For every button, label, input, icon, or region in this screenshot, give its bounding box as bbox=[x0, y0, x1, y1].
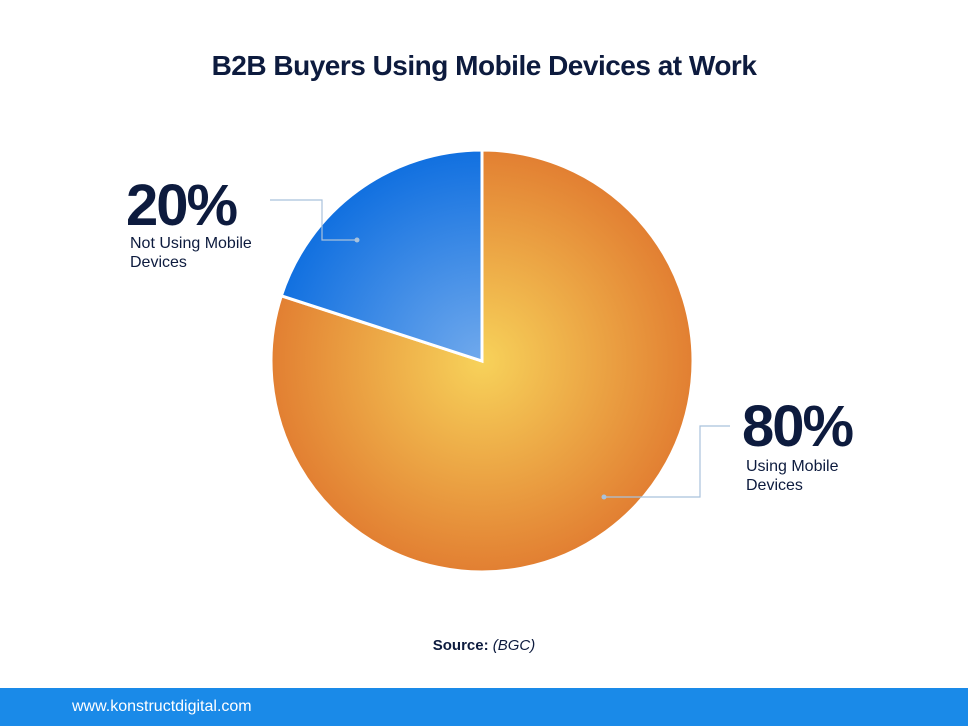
source: Source: (BGC) bbox=[0, 637, 968, 654]
leader-dot bbox=[354, 237, 360, 243]
category-label: Not Using Mobile Devices bbox=[130, 235, 252, 271]
leader-line bbox=[604, 425, 730, 498]
chart-title: B2B Buyers Using Mobile Devices at Work bbox=[211, 50, 757, 81]
value-label: 20% bbox=[126, 173, 238, 238]
source-label: Source: bbox=[432, 637, 489, 654]
source-text: (BGC) bbox=[492, 637, 536, 654]
leader-dot bbox=[601, 494, 607, 500]
footer: www.konstructdigital.com bbox=[0, 688, 968, 726]
footer-url: www.konstructdigital.com bbox=[72, 698, 252, 715]
leader-line bbox=[270, 199, 357, 241]
value-label: 80% bbox=[742, 394, 854, 459]
pie-slice bbox=[279, 148, 484, 364]
category-label: Using Mobile Devices bbox=[746, 458, 839, 494]
